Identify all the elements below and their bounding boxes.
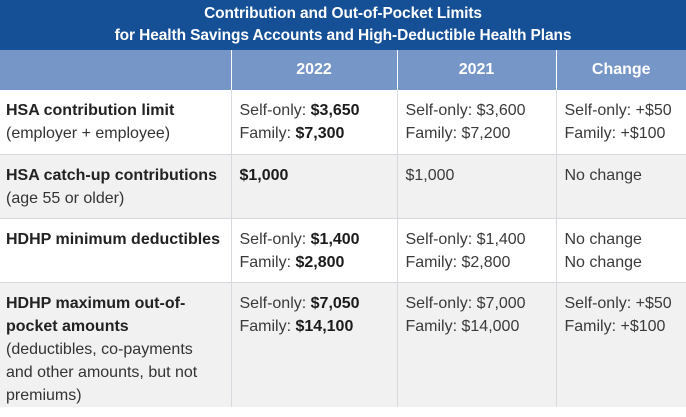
cell-2022: Self-only: $7,050 Family: $14,100 (231, 282, 398, 407)
value-amount: $7,300 (295, 125, 345, 142)
change-line: No change (564, 254, 642, 271)
value-line: Family: $7,300 (240, 122, 391, 145)
value-amount: $1,400 (310, 231, 360, 248)
row-sublabel: (employer + employee) (6, 125, 171, 142)
value-amount: $7,050 (310, 295, 360, 312)
cell-change: Self-only: +$50 Family: +$100 (556, 90, 686, 155)
value-prefix: Family: (239, 318, 296, 335)
change-line: Family: +$100 (564, 318, 666, 335)
header-change: Change (556, 50, 686, 90)
table-title-line-2: for Health Savings Accounts and High-Ded… (114, 27, 572, 44)
row-label: HDHP minimum deductibles (6, 231, 220, 248)
change-line: Self-only: +$50 (564, 295, 672, 312)
table-row: HSA catch-up contributions (age 55 or ol… (0, 154, 686, 219)
header-2021: 2021 (397, 50, 557, 90)
cell-2021: Self-only: $1,400 Family: $2,800 (397, 218, 557, 283)
table-title: Contribution and Out-of-Pocket Limits fo… (0, 0, 686, 50)
cell-2022: Self-only: $3,650 Family: $7,300 (231, 90, 398, 155)
row-label: HSA contribution limit (6, 102, 175, 119)
value-line: Self-only: $3,600 (405, 102, 526, 119)
cell-change: Self-only: +$50 Family: +$100 (556, 282, 686, 407)
value-line: Family: $7,200 (405, 125, 511, 142)
value-line: Self-only: $1,400 (240, 228, 391, 251)
row-label: HSA catch-up contributions (6, 167, 217, 184)
row-label-cell: HDHP maximum out-of- pocket amounts (ded… (0, 282, 232, 407)
row-label-line: pocket amounts (6, 318, 129, 335)
cell-2021: Self-only: $3,600 Family: $7,200 (397, 90, 557, 155)
value-prefix: Self-only: (239, 102, 311, 119)
value-amount: $2,800 (295, 254, 345, 271)
value-line: Family: $2,800 (405, 254, 511, 271)
value-line: Family: $2,800 (240, 251, 391, 274)
header-2022: 2022 (231, 50, 398, 90)
change-line: Self-only: +$50 (564, 102, 672, 119)
change-line: No change (564, 167, 642, 184)
value-prefix: Family: (239, 254, 296, 271)
row-sublabel-line: premiums) (6, 387, 82, 404)
cell-2022: $1,000 (231, 154, 398, 219)
value-line: $1,000 (405, 167, 455, 184)
value-line: Family: $14,000 (405, 318, 520, 335)
header-corner (0, 50, 232, 90)
limits-table: 2022 2021 Change HSA contribution limit … (0, 50, 686, 407)
value-amount: $1,000 (239, 167, 289, 184)
value-prefix: Family: (239, 125, 296, 142)
value-amount: $3,650 (310, 102, 360, 119)
value-amount: $14,100 (295, 318, 354, 335)
value-prefix: Self-only: (239, 231, 311, 248)
table-row: HSA contribution limit (employer + emplo… (0, 90, 686, 155)
row-sublabel: (age 55 or older) (6, 190, 125, 207)
row-sublabel-line: (deductibles, co-payments (6, 341, 193, 358)
value-prefix: Self-only: (239, 295, 311, 312)
value-line: Self-only: $3,650 (240, 99, 391, 122)
cell-change: No change No change (556, 218, 686, 283)
change-line: Family: +$100 (564, 125, 666, 142)
value-line: Self-only: $7,050 (240, 292, 391, 315)
cell-2021: $1,000 (397, 154, 557, 219)
row-label-cell: HDHP minimum deductibles (0, 218, 232, 283)
table-row: HDHP maximum out-of- pocket amounts (ded… (0, 282, 686, 407)
header-row: 2022 2021 Change (0, 50, 686, 90)
row-label-cell: HSA catch-up contributions (age 55 or ol… (0, 154, 232, 219)
table-row: HDHP minimum deductibles Self-only: $1,4… (0, 218, 686, 283)
cell-2021: Self-only: $7,000 Family: $14,000 (397, 282, 557, 407)
cell-2022: Self-only: $1,400 Family: $2,800 (231, 218, 398, 283)
row-label-line: HDHP maximum out-of- (6, 295, 186, 312)
row-sublabel-line: and other amounts, but not (6, 364, 198, 381)
value-line: Self-only: $7,000 (405, 295, 526, 312)
table-title-line-1: Contribution and Out-of-Pocket Limits (204, 5, 482, 22)
value-line: Self-only: $1,400 (405, 231, 526, 248)
row-label-cell: HSA contribution limit (employer + emplo… (0, 90, 232, 155)
value-line: $1,000 (240, 164, 391, 187)
value-line: Family: $14,100 (240, 315, 391, 338)
change-line: No change (564, 231, 642, 248)
cell-change: No change (556, 154, 686, 219)
